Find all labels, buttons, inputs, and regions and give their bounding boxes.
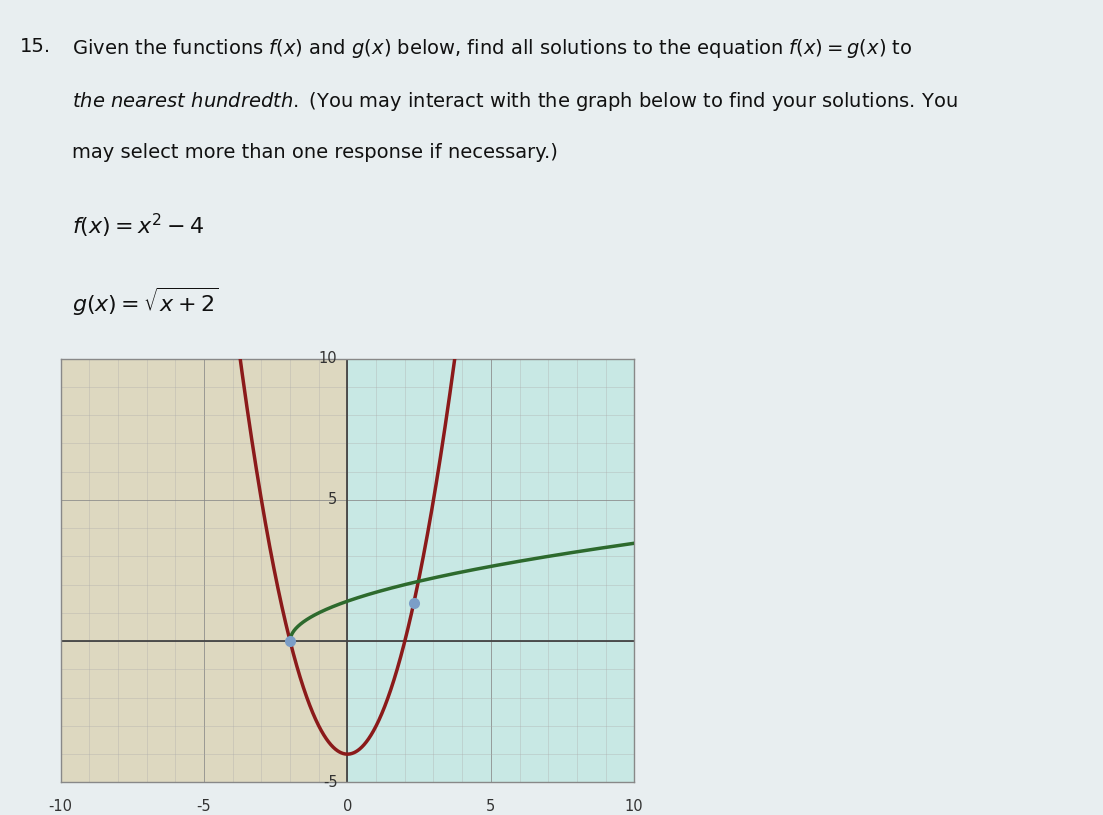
Text: 15.: 15. <box>20 37 51 55</box>
Text: -5: -5 <box>323 775 338 790</box>
Text: -10: -10 <box>49 800 73 814</box>
Bar <box>347 359 634 782</box>
Text: -5: -5 <box>196 800 212 814</box>
Text: $\it{the\ nearest\ hundredth.}$ (You may interact with the graph below to find y: $\it{the\ nearest\ hundredth.}$ (You may… <box>72 90 957 112</box>
Text: 5: 5 <box>329 492 338 508</box>
Text: Given the functions $f(x)$ and $g(x)$ below, find all solutions to the equation : Given the functions $f(x)$ and $g(x)$ be… <box>72 37 912 59</box>
Text: 10: 10 <box>625 800 643 814</box>
Text: 10: 10 <box>319 351 338 366</box>
Text: $f(x) = x^2 - 4$: $f(x) = x^2 - 4$ <box>72 212 204 240</box>
Bar <box>61 359 347 782</box>
Text: 0: 0 <box>343 800 352 814</box>
Text: 5: 5 <box>486 800 495 814</box>
Text: $g(x) = \sqrt{x + 2}$: $g(x) = \sqrt{x + 2}$ <box>72 285 218 318</box>
Text: may select more than one response if necessary.): may select more than one response if nec… <box>72 143 558 161</box>
